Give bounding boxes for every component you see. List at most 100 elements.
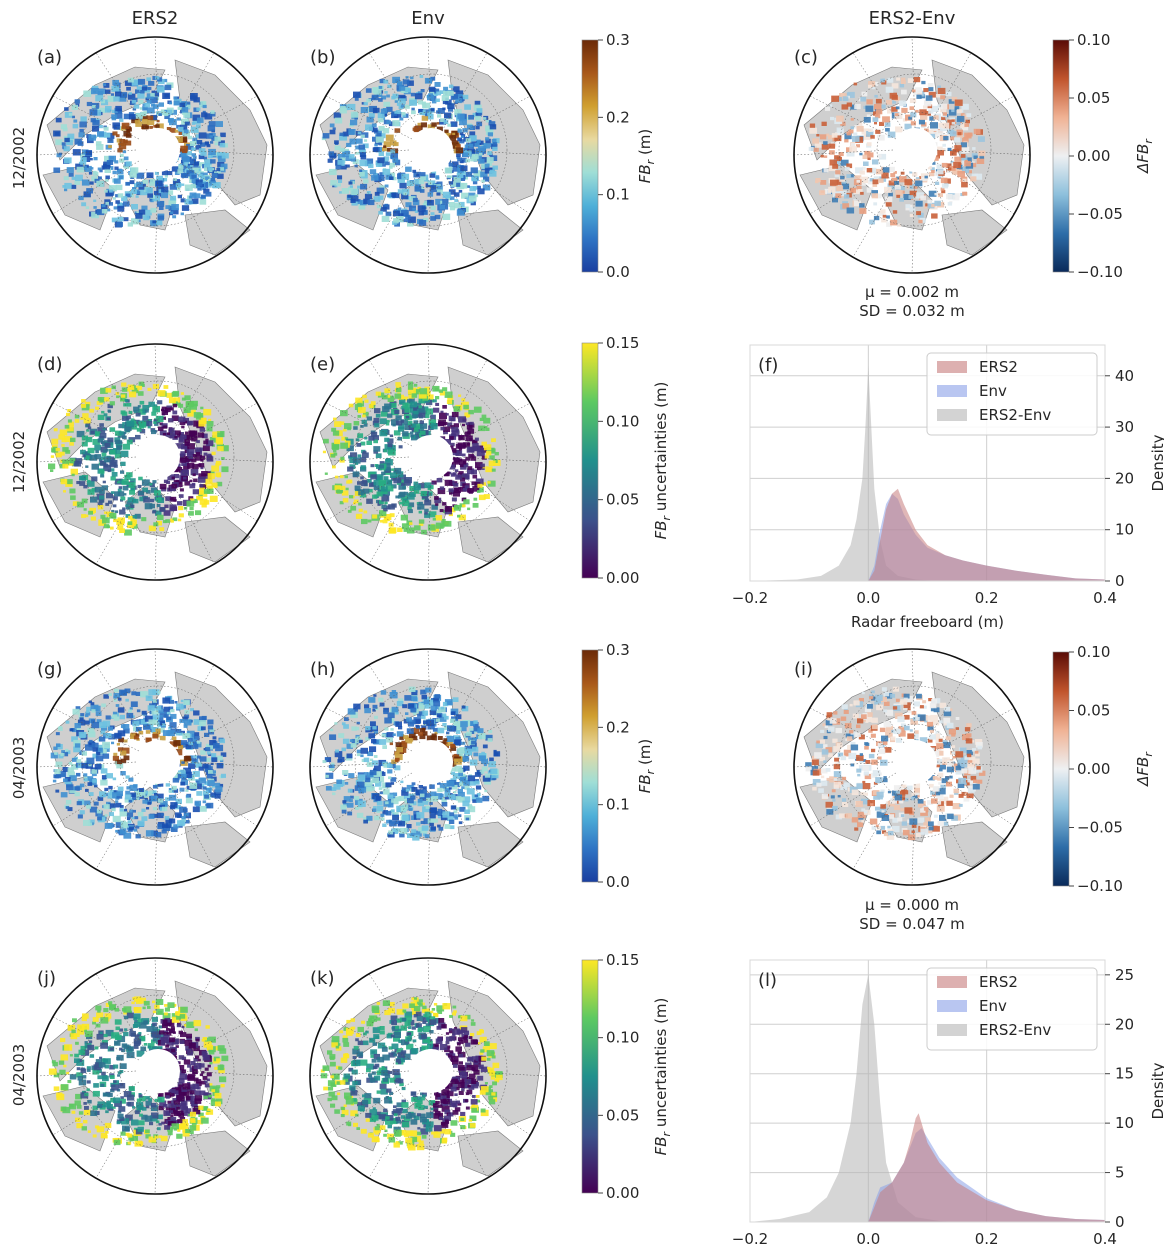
panel-label-e: (e)	[310, 354, 335, 375]
map-d	[36, 343, 274, 581]
map-boundary	[309, 343, 547, 581]
map-boundary	[309, 36, 547, 274]
colorbar-bar	[1052, 651, 1070, 887]
map-h	[309, 648, 547, 886]
map-b	[309, 36, 547, 274]
pole-hole	[136, 435, 180, 479]
y-axis-label: Density	[1149, 434, 1164, 491]
row-label-2: 12/2002	[10, 431, 28, 493]
series-ers2	[868, 488, 1105, 581]
legend-swatch	[937, 976, 967, 988]
graticule	[793, 36, 1031, 274]
colorbar-bar	[1052, 39, 1070, 273]
panel-label-h: (h)	[310, 659, 335, 680]
legend-swatch	[937, 1000, 967, 1012]
map-boundary	[309, 648, 547, 886]
panel-label: (l)	[758, 970, 777, 991]
series-layer	[750, 974, 1105, 1222]
legend-swatch	[937, 361, 967, 373]
x-tick-label: 0.4	[1093, 1230, 1117, 1246]
x-tick-label: 0.0	[856, 1230, 880, 1246]
legend-label: ERS2	[979, 973, 1018, 991]
x-tick-label: 0.0	[856, 589, 880, 607]
y-tick-label: 0	[1115, 572, 1125, 590]
colorbar-tick-label: 0.15	[606, 951, 639, 969]
pole-hole	[409, 128, 453, 172]
colorbar-tick-label: 0.10	[606, 1029, 639, 1047]
colorbar-bar	[581, 649, 599, 883]
stats-c-sd: SD = 0.032 m	[859, 302, 965, 320]
y-axis-label: Density	[1149, 1062, 1164, 1119]
colorbar-tick-label: −0.05	[1077, 819, 1123, 837]
land-mass	[184, 821, 251, 868]
legend-label: Env	[979, 997, 1007, 1015]
colorbar-tick-label: 0.05	[606, 491, 639, 509]
colorbar-tick-label: 0.10	[606, 412, 639, 430]
colorbar-label: ΔFBr	[1134, 138, 1155, 174]
sea-ice-field	[48, 996, 229, 1147]
y-tick-label: 10	[1115, 521, 1134, 539]
land-mass	[184, 1130, 251, 1177]
pole-hole	[136, 740, 180, 784]
colorbar-bar	[581, 342, 599, 579]
land-mass	[457, 1130, 524, 1177]
graticule	[36, 36, 274, 274]
y-tick-label: 10	[1115, 1114, 1134, 1132]
colorbar-tick-label: 0.1	[606, 796, 630, 814]
panel-label-k: (k)	[310, 968, 334, 989]
map-a	[36, 36, 274, 274]
row-label-1: 12/2002	[10, 127, 28, 189]
y-tick-label: 15	[1115, 1065, 1134, 1083]
graticule	[793, 648, 1031, 886]
land-mass	[457, 821, 524, 868]
colorbar-tick-label: 0.1	[606, 186, 630, 204]
colorbar-tick-label: −0.10	[1077, 263, 1123, 281]
land-mass	[457, 209, 524, 256]
colorbar-bar	[581, 39, 599, 273]
land-mass	[941, 209, 1008, 256]
x-tick-label: 0.2	[975, 589, 999, 607]
legend-label: ERS2	[979, 358, 1018, 376]
row-label-3: 04/2003	[10, 737, 28, 799]
map-boundary	[36, 648, 274, 886]
y-tick-label: 20	[1115, 1015, 1134, 1033]
panel-label-i: (i)	[794, 659, 813, 680]
colorbar-label: FBr uncertainties (m)	[652, 998, 673, 1156]
colorbar-tick-label: −0.05	[1077, 205, 1123, 223]
colorbar-tick-label: 0.05	[606, 1106, 639, 1124]
pole-hole	[893, 740, 937, 784]
colorbar-label: FBr uncertainties (m)	[652, 382, 673, 540]
colorbar-tick-label: 0.00	[606, 569, 639, 587]
colorbar-tick-label: 0.00	[1077, 147, 1110, 165]
y-tick-label: 30	[1115, 418, 1134, 436]
x-tick-label: −0.2	[732, 589, 768, 607]
panel-label-j: (j)	[37, 968, 56, 989]
pole-hole	[136, 1049, 180, 1093]
map-boundary	[793, 36, 1031, 274]
map-i	[793, 648, 1031, 886]
sea-ice-field	[50, 688, 227, 839]
sea-ice-field	[805, 686, 986, 841]
sea-ice-field	[808, 77, 986, 227]
histogram-l: −0.20.00.20.40510152025Radar freeboard (…	[732, 959, 1164, 1246]
colorbar-tick-label: 0.00	[606, 1184, 639, 1202]
plot-frame	[749, 344, 1106, 582]
y-tick-label: 5	[1115, 1164, 1125, 1182]
panel-label-b: (b)	[310, 47, 335, 68]
stats-c-mean: μ = 0.002 m	[865, 283, 959, 301]
colorbar-tick-label: 0.15	[606, 334, 639, 352]
legend-box	[926, 352, 1098, 436]
land-mass	[184, 516, 251, 563]
panel-label-d: (d)	[37, 354, 62, 375]
colorbar-fb-2: 0.0 0.1 0.2 0.3 FBr (m)	[581, 641, 657, 891]
sea-ice-field	[48, 381, 229, 536]
stats-i-mean: μ = 0.000 m	[865, 896, 959, 914]
map-boundary	[793, 648, 1031, 886]
stats-i-sd: SD = 0.047 m	[859, 915, 965, 933]
colorbar-tick-label: 0.2	[606, 718, 630, 736]
colorbar-tick-label: 0.05	[1077, 89, 1110, 107]
map-boundary	[309, 957, 547, 1195]
y-tick-label: 25	[1115, 966, 1134, 984]
col-title-env: Env	[411, 8, 445, 29]
